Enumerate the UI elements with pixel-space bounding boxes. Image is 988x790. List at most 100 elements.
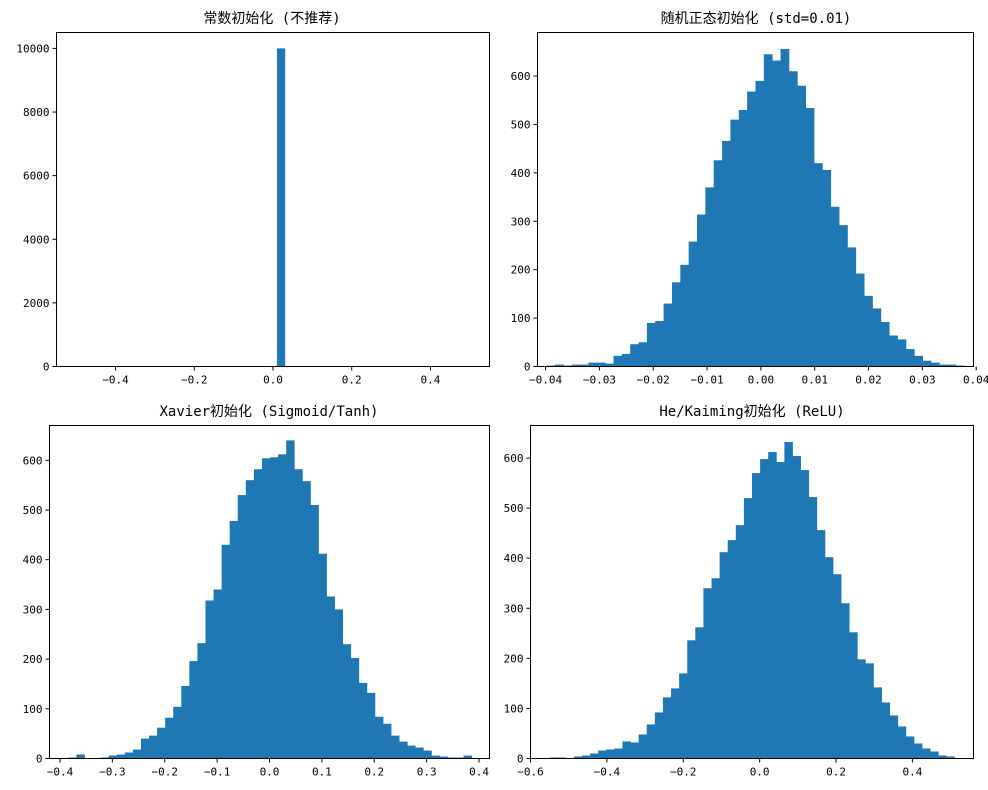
x-tick-label: 0.0: [260, 766, 280, 779]
histogram-bar: [407, 745, 416, 759]
histogram-bar: [588, 362, 598, 367]
x-axis: −0.6 −0.4 −0.2 0.0 0.2 0.4: [517, 758, 923, 779]
histogram-bar: [763, 54, 773, 367]
histogram-bar: [855, 273, 865, 367]
plot-frame: [537, 32, 974, 367]
y-axis: 0 100 200 300 400 500 600: [504, 452, 531, 766]
histogram-bar: [571, 364, 581, 367]
histogram-panel-xavier: Xavier初始化 (Sigmoid/Tanh) −0.4 −0.3 −0.2 −0.…: [23, 403, 490, 779]
x-tick-label: 0.0: [750, 766, 770, 779]
x-tick-label: −0.2: [151, 766, 178, 779]
x-tick-label: −0.03: [583, 374, 616, 387]
histogram-bar: [832, 574, 842, 759]
histogram-bar: [439, 756, 448, 759]
histogram-bar: [140, 738, 150, 759]
histogram-bar: [382, 723, 392, 759]
histogram-bar: [864, 295, 873, 367]
histogram-bar: [680, 264, 690, 367]
histogram-bar: [630, 344, 639, 367]
x-tick-label: −0.01: [690, 374, 723, 387]
y-tick-label: 500: [504, 502, 524, 515]
histogram-bar: [881, 702, 891, 759]
histogram-bar: [768, 452, 777, 759]
histogram-bar: [930, 751, 939, 759]
histogram-bar: [157, 727, 166, 759]
histogram-bar: [784, 442, 793, 759]
histogram-bar: [310, 505, 319, 759]
plot-frame: [56, 32, 490, 367]
histogram-bar: [294, 469, 303, 759]
histogram-bar: [776, 462, 785, 759]
histogram-bar: [889, 335, 898, 367]
y-tick-label: 0: [36, 753, 43, 766]
histogram-bars: [276, 48, 286, 367]
histogram-bar: [671, 688, 680, 759]
histogram-bar: [847, 247, 857, 367]
histogram-bar: [342, 644, 352, 759]
histogram-bar: [463, 755, 473, 759]
x-tick-label: −0.4: [102, 374, 129, 387]
x-tick-label: 0.4: [469, 766, 489, 779]
histogram-bar: [719, 552, 729, 759]
histogram-bar: [108, 755, 118, 759]
histogram-bar: [318, 553, 327, 759]
histogram-bar: [237, 495, 247, 759]
histogram-bar: [939, 364, 949, 367]
histogram-bar: [638, 342, 648, 367]
histogram-bar: [830, 206, 840, 367]
y-tick-label: 200: [504, 652, 524, 665]
histogram-bar: [270, 457, 279, 759]
histogram-bar: [132, 749, 142, 759]
histogram-bar: [580, 364, 589, 367]
histogram-bar: [808, 497, 818, 759]
histogram-bar: [606, 749, 615, 759]
histogram-bar: [849, 632, 858, 759]
y-tick-label: 100: [504, 702, 524, 715]
x-tick-label: 0.4: [902, 766, 922, 779]
x-tick-label: −0.02: [637, 374, 670, 387]
histogram-bar: [366, 692, 376, 759]
histogram-bar: [905, 349, 915, 367]
histogram-bar: [747, 91, 756, 367]
histogram-bar: [738, 109, 748, 367]
histogram-bar: [197, 643, 206, 759]
x-axis: −0.4 −0.3 −0.2 −0.1 0.0 0.1 0.2 0.3 0.4: [47, 758, 489, 779]
histogram-bar: [621, 353, 631, 367]
histogram-bar: [415, 747, 424, 759]
histogram-bar: [822, 169, 832, 367]
histogram-bars: [68, 440, 473, 759]
histogram-bar: [922, 360, 932, 367]
histogram-bar: [638, 734, 648, 759]
histogram-bar: [654, 712, 664, 759]
histogram-panel-random-normal: 随机正态初始化 (std=0.01) −0.04 −0.03 −0.02 −0.01 0…: [511, 10, 988, 387]
x-tick-label: −0.2: [670, 766, 697, 779]
histogram-bar: [173, 706, 182, 759]
y-tick-label: 100: [511, 312, 531, 325]
histogram-bar: [302, 481, 311, 759]
y-axis: 0 100 200 300 400 500 600: [511, 70, 538, 374]
histogram-bar: [752, 473, 761, 759]
x-tick-label: 0.01: [801, 374, 828, 387]
histogram-bar: [278, 454, 287, 759]
histogram-bar: [431, 755, 440, 759]
histogram-bar: [205, 600, 214, 759]
y-axis: 0 2000 4000 6000 8000 10000: [16, 42, 57, 374]
histogram-bar: [743, 498, 753, 759]
histogram-bar: [181, 685, 190, 759]
histogram-bar: [946, 756, 955, 759]
histogram-bar: [947, 364, 957, 367]
histogram-bar: [930, 362, 940, 367]
histogram-bar: [276, 48, 286, 367]
histogram-bar: [813, 163, 823, 367]
x-tick-label: 0.1: [312, 766, 332, 779]
panel-title: 常数初始化 (不推荐): [203, 10, 340, 27]
histogram-bar: [261, 458, 271, 759]
histogram-bars: [546, 48, 965, 367]
histogram-bar: [897, 726, 907, 759]
histogram-bar: [697, 214, 706, 367]
y-tick-label: 300: [23, 603, 43, 616]
histogram-bar: [857, 659, 866, 759]
x-tick-label: −0.2: [181, 374, 208, 387]
histogram-bar: [687, 640, 696, 759]
